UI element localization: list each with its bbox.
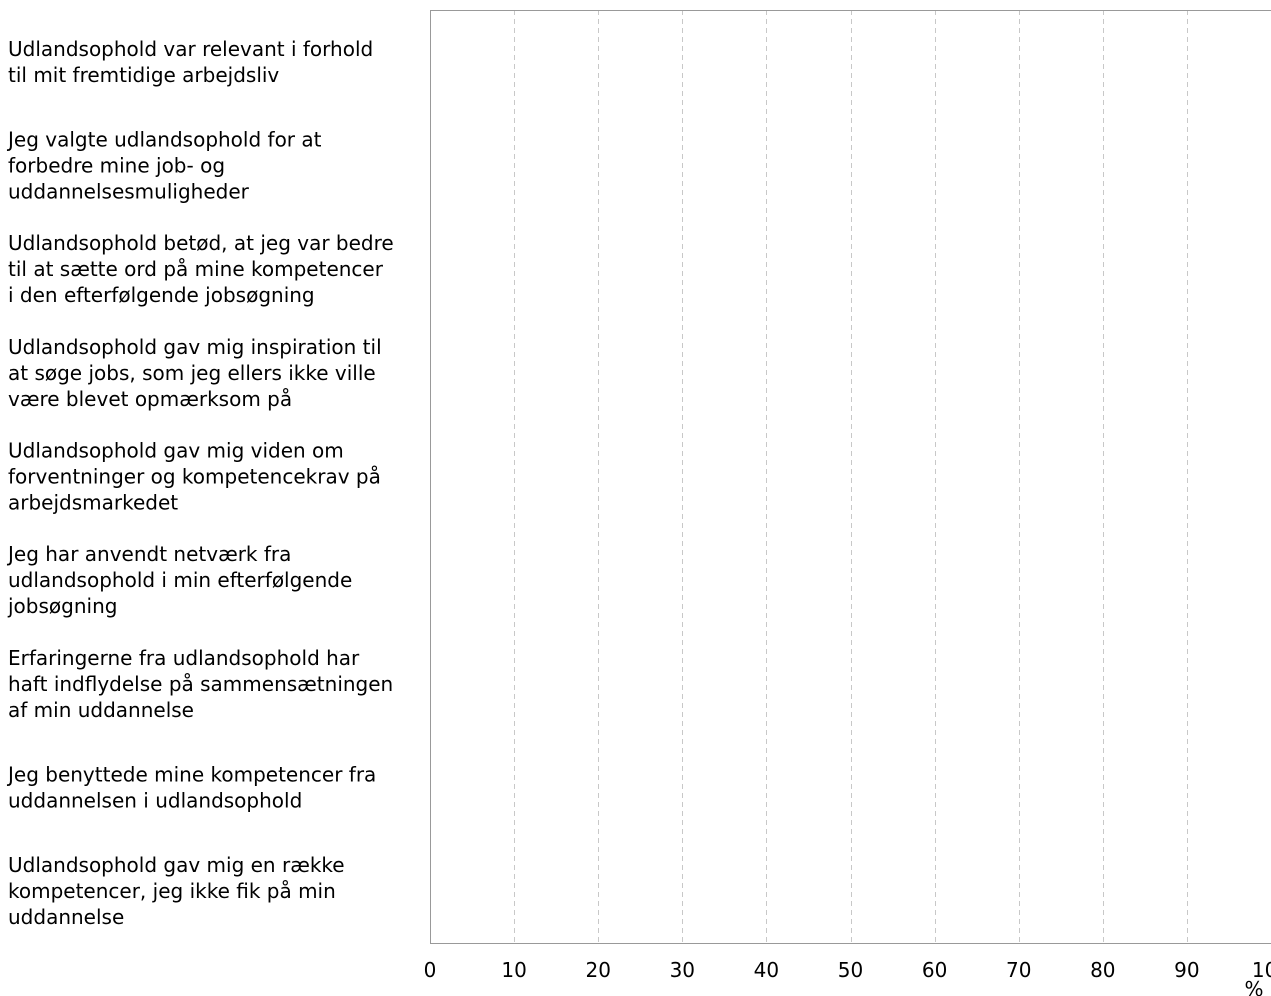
category-label: Jeg benyttede mine kompetencer fra uddann… <box>6 763 376 813</box>
category-labels: Udlandsophold var relevant i forhold til … <box>6 37 394 929</box>
category-label: Udlandsophold betød, at jeg var bedre til… <box>8 231 394 307</box>
category-label: Udlandsophold var relevant i forhold til … <box>8 37 373 87</box>
x-tick-label: 10 <box>501 958 526 982</box>
x-tick-label: 90 <box>1174 958 1199 982</box>
grid-lines <box>514 10 1188 943</box>
x-tick-label: 40 <box>754 958 779 982</box>
category-label: Udlandsophold gav mig en række kompetence… <box>8 853 345 929</box>
category-label: Udlandsophold gav mig viden om forventnin… <box>8 439 381 515</box>
category-label: Jeg har anvendt netværk fra udlandsophold… <box>6 542 352 618</box>
x-tick-label: 20 <box>585 958 610 982</box>
x-tick-label: 50 <box>838 958 863 982</box>
category-label: Erfaringerne fra udlandsophold har haft i… <box>8 646 393 722</box>
x-tick-label: 100 <box>1252 958 1271 982</box>
x-tick-labels: 0 10 20 30 40 50 60 70 80 90 100 <box>424 958 1271 982</box>
x-axis-label: % <box>1244 977 1263 996</box>
x-tick-label: 70 <box>1006 958 1031 982</box>
x-tick-label: 0 <box>424 958 437 982</box>
x-tick-label: 30 <box>670 958 695 982</box>
category-label: Udlandsophold gav mig inspiration til at … <box>8 335 382 411</box>
x-tick-label: 80 <box>1090 958 1115 982</box>
category-label: Jeg valgte udlandsophold for at forbedre … <box>6 128 322 204</box>
x-tick-label: 60 <box>922 958 947 982</box>
axes <box>430 10 1271 944</box>
